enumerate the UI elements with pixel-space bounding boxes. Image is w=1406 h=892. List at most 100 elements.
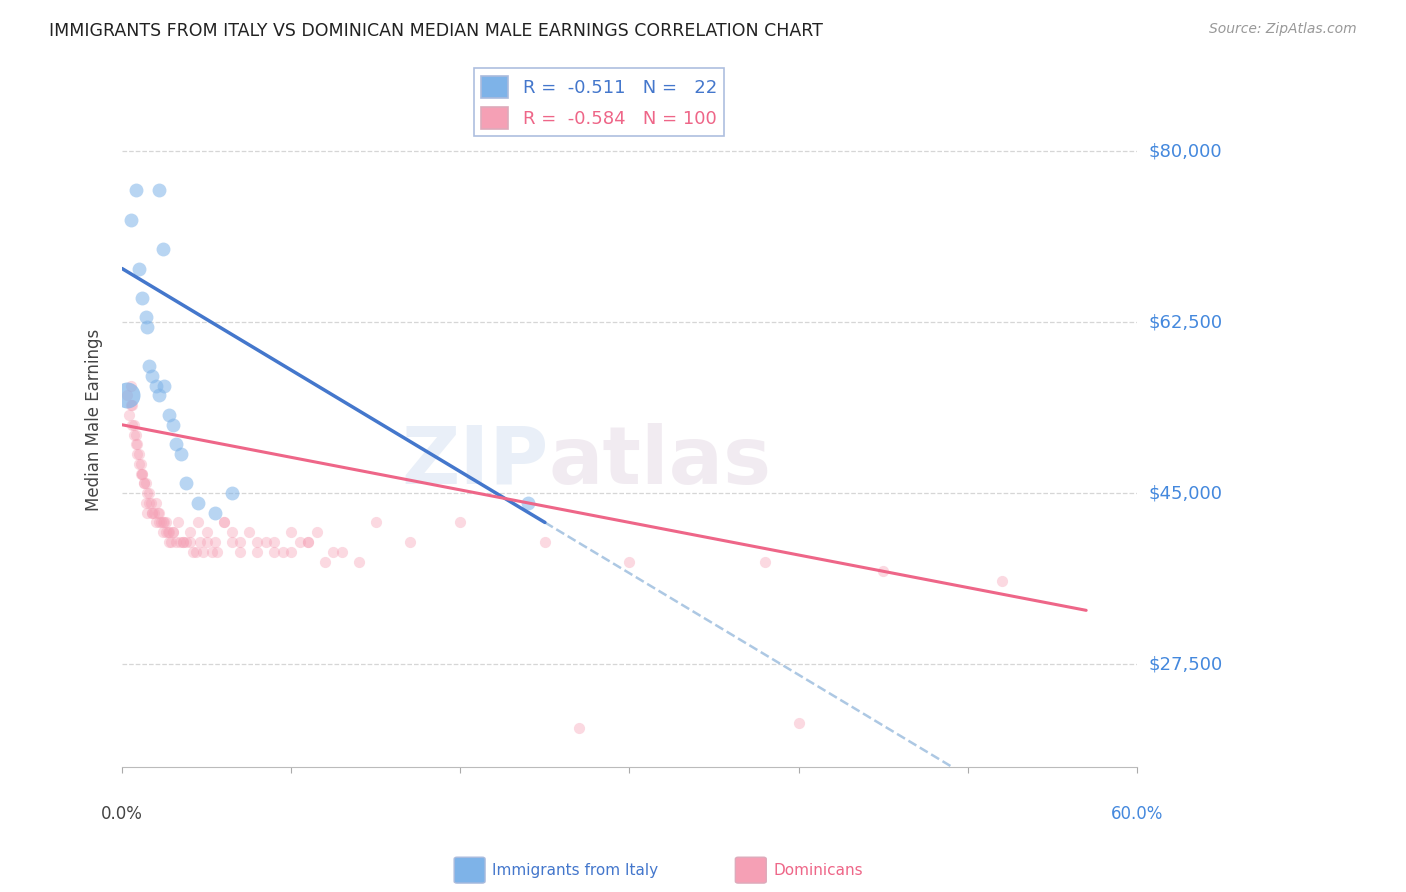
Point bbox=[205, 545, 228, 559]
Point bbox=[121, 417, 143, 432]
Point bbox=[271, 545, 294, 559]
Point bbox=[124, 437, 146, 451]
Point bbox=[138, 496, 160, 510]
Point bbox=[176, 476, 198, 491]
Point bbox=[322, 545, 344, 559]
Point bbox=[148, 516, 170, 530]
Point bbox=[131, 291, 153, 305]
Point bbox=[167, 516, 190, 530]
Point bbox=[201, 545, 224, 559]
Point bbox=[124, 427, 146, 442]
Point bbox=[246, 545, 269, 559]
Point bbox=[162, 525, 184, 540]
Point bbox=[195, 535, 218, 549]
Point bbox=[115, 388, 138, 402]
Point bbox=[172, 535, 194, 549]
Point bbox=[141, 368, 163, 383]
Point bbox=[186, 545, 208, 559]
Point bbox=[254, 535, 277, 549]
Point bbox=[127, 437, 149, 451]
Point bbox=[131, 467, 153, 481]
Point bbox=[330, 545, 353, 559]
Point bbox=[145, 496, 167, 510]
Point bbox=[124, 183, 146, 197]
Point bbox=[115, 388, 138, 402]
Point bbox=[787, 715, 810, 730]
Point bbox=[288, 535, 311, 549]
Point bbox=[132, 476, 155, 491]
Point bbox=[263, 545, 285, 559]
Point bbox=[120, 398, 142, 412]
Point bbox=[221, 535, 243, 549]
Point bbox=[128, 261, 150, 276]
Point bbox=[195, 525, 218, 540]
Point bbox=[229, 545, 252, 559]
Point bbox=[162, 525, 184, 540]
Point bbox=[619, 554, 641, 568]
Point bbox=[280, 545, 302, 559]
Text: $62,500: $62,500 bbox=[1149, 313, 1222, 331]
Point bbox=[157, 535, 180, 549]
Point bbox=[568, 721, 591, 735]
Point bbox=[872, 564, 894, 578]
Point bbox=[449, 516, 471, 530]
Point bbox=[136, 320, 159, 334]
Point bbox=[193, 545, 215, 559]
Point bbox=[118, 408, 141, 422]
Point bbox=[122, 427, 145, 442]
Text: $80,000: $80,000 bbox=[1149, 143, 1222, 161]
Point bbox=[221, 486, 243, 500]
Point bbox=[160, 535, 183, 549]
Point bbox=[204, 506, 226, 520]
Point bbox=[149, 516, 172, 530]
Point bbox=[120, 212, 142, 227]
Point bbox=[120, 378, 142, 392]
Text: Dominicans: Dominicans bbox=[773, 863, 863, 878]
Point bbox=[212, 516, 235, 530]
Point bbox=[229, 535, 252, 549]
Point bbox=[238, 525, 260, 540]
Point bbox=[517, 496, 540, 510]
Point bbox=[534, 535, 557, 549]
Point bbox=[152, 242, 174, 256]
Point bbox=[179, 525, 201, 540]
Point bbox=[169, 535, 191, 549]
Point bbox=[155, 516, 177, 530]
Point bbox=[152, 525, 174, 540]
Text: IMMIGRANTS FROM ITALY VS DOMINICAN MEDIAN MALE EARNINGS CORRELATION CHART: IMMIGRANTS FROM ITALY VS DOMINICAN MEDIA… bbox=[49, 22, 823, 40]
Text: $45,000: $45,000 bbox=[1149, 484, 1222, 502]
Text: Immigrants from Italy: Immigrants from Italy bbox=[492, 863, 658, 878]
Point bbox=[263, 535, 285, 549]
Point bbox=[297, 535, 319, 549]
Point bbox=[165, 535, 187, 549]
Point bbox=[172, 535, 194, 549]
Point bbox=[135, 496, 157, 510]
Point bbox=[347, 554, 370, 568]
Point bbox=[162, 417, 184, 432]
Point bbox=[221, 525, 243, 540]
Text: atlas: atlas bbox=[548, 423, 772, 500]
Point bbox=[141, 506, 163, 520]
Point bbox=[136, 506, 159, 520]
Text: $27,500: $27,500 bbox=[1149, 655, 1222, 673]
Point bbox=[148, 183, 170, 197]
Point bbox=[155, 525, 177, 540]
Point bbox=[129, 467, 152, 481]
Point bbox=[165, 437, 187, 451]
Point bbox=[132, 476, 155, 491]
Point bbox=[135, 310, 157, 325]
Point bbox=[152, 516, 174, 530]
Point bbox=[127, 447, 149, 461]
Point bbox=[121, 398, 143, 412]
Point bbox=[187, 516, 209, 530]
Point bbox=[153, 516, 176, 530]
Point bbox=[156, 525, 179, 540]
Text: Source: ZipAtlas.com: Source: ZipAtlas.com bbox=[1209, 22, 1357, 37]
Point bbox=[145, 516, 167, 530]
Point bbox=[280, 525, 302, 540]
Point bbox=[141, 506, 163, 520]
Point bbox=[314, 554, 336, 568]
Point bbox=[204, 535, 226, 549]
Point bbox=[246, 535, 269, 549]
Point bbox=[170, 447, 193, 461]
